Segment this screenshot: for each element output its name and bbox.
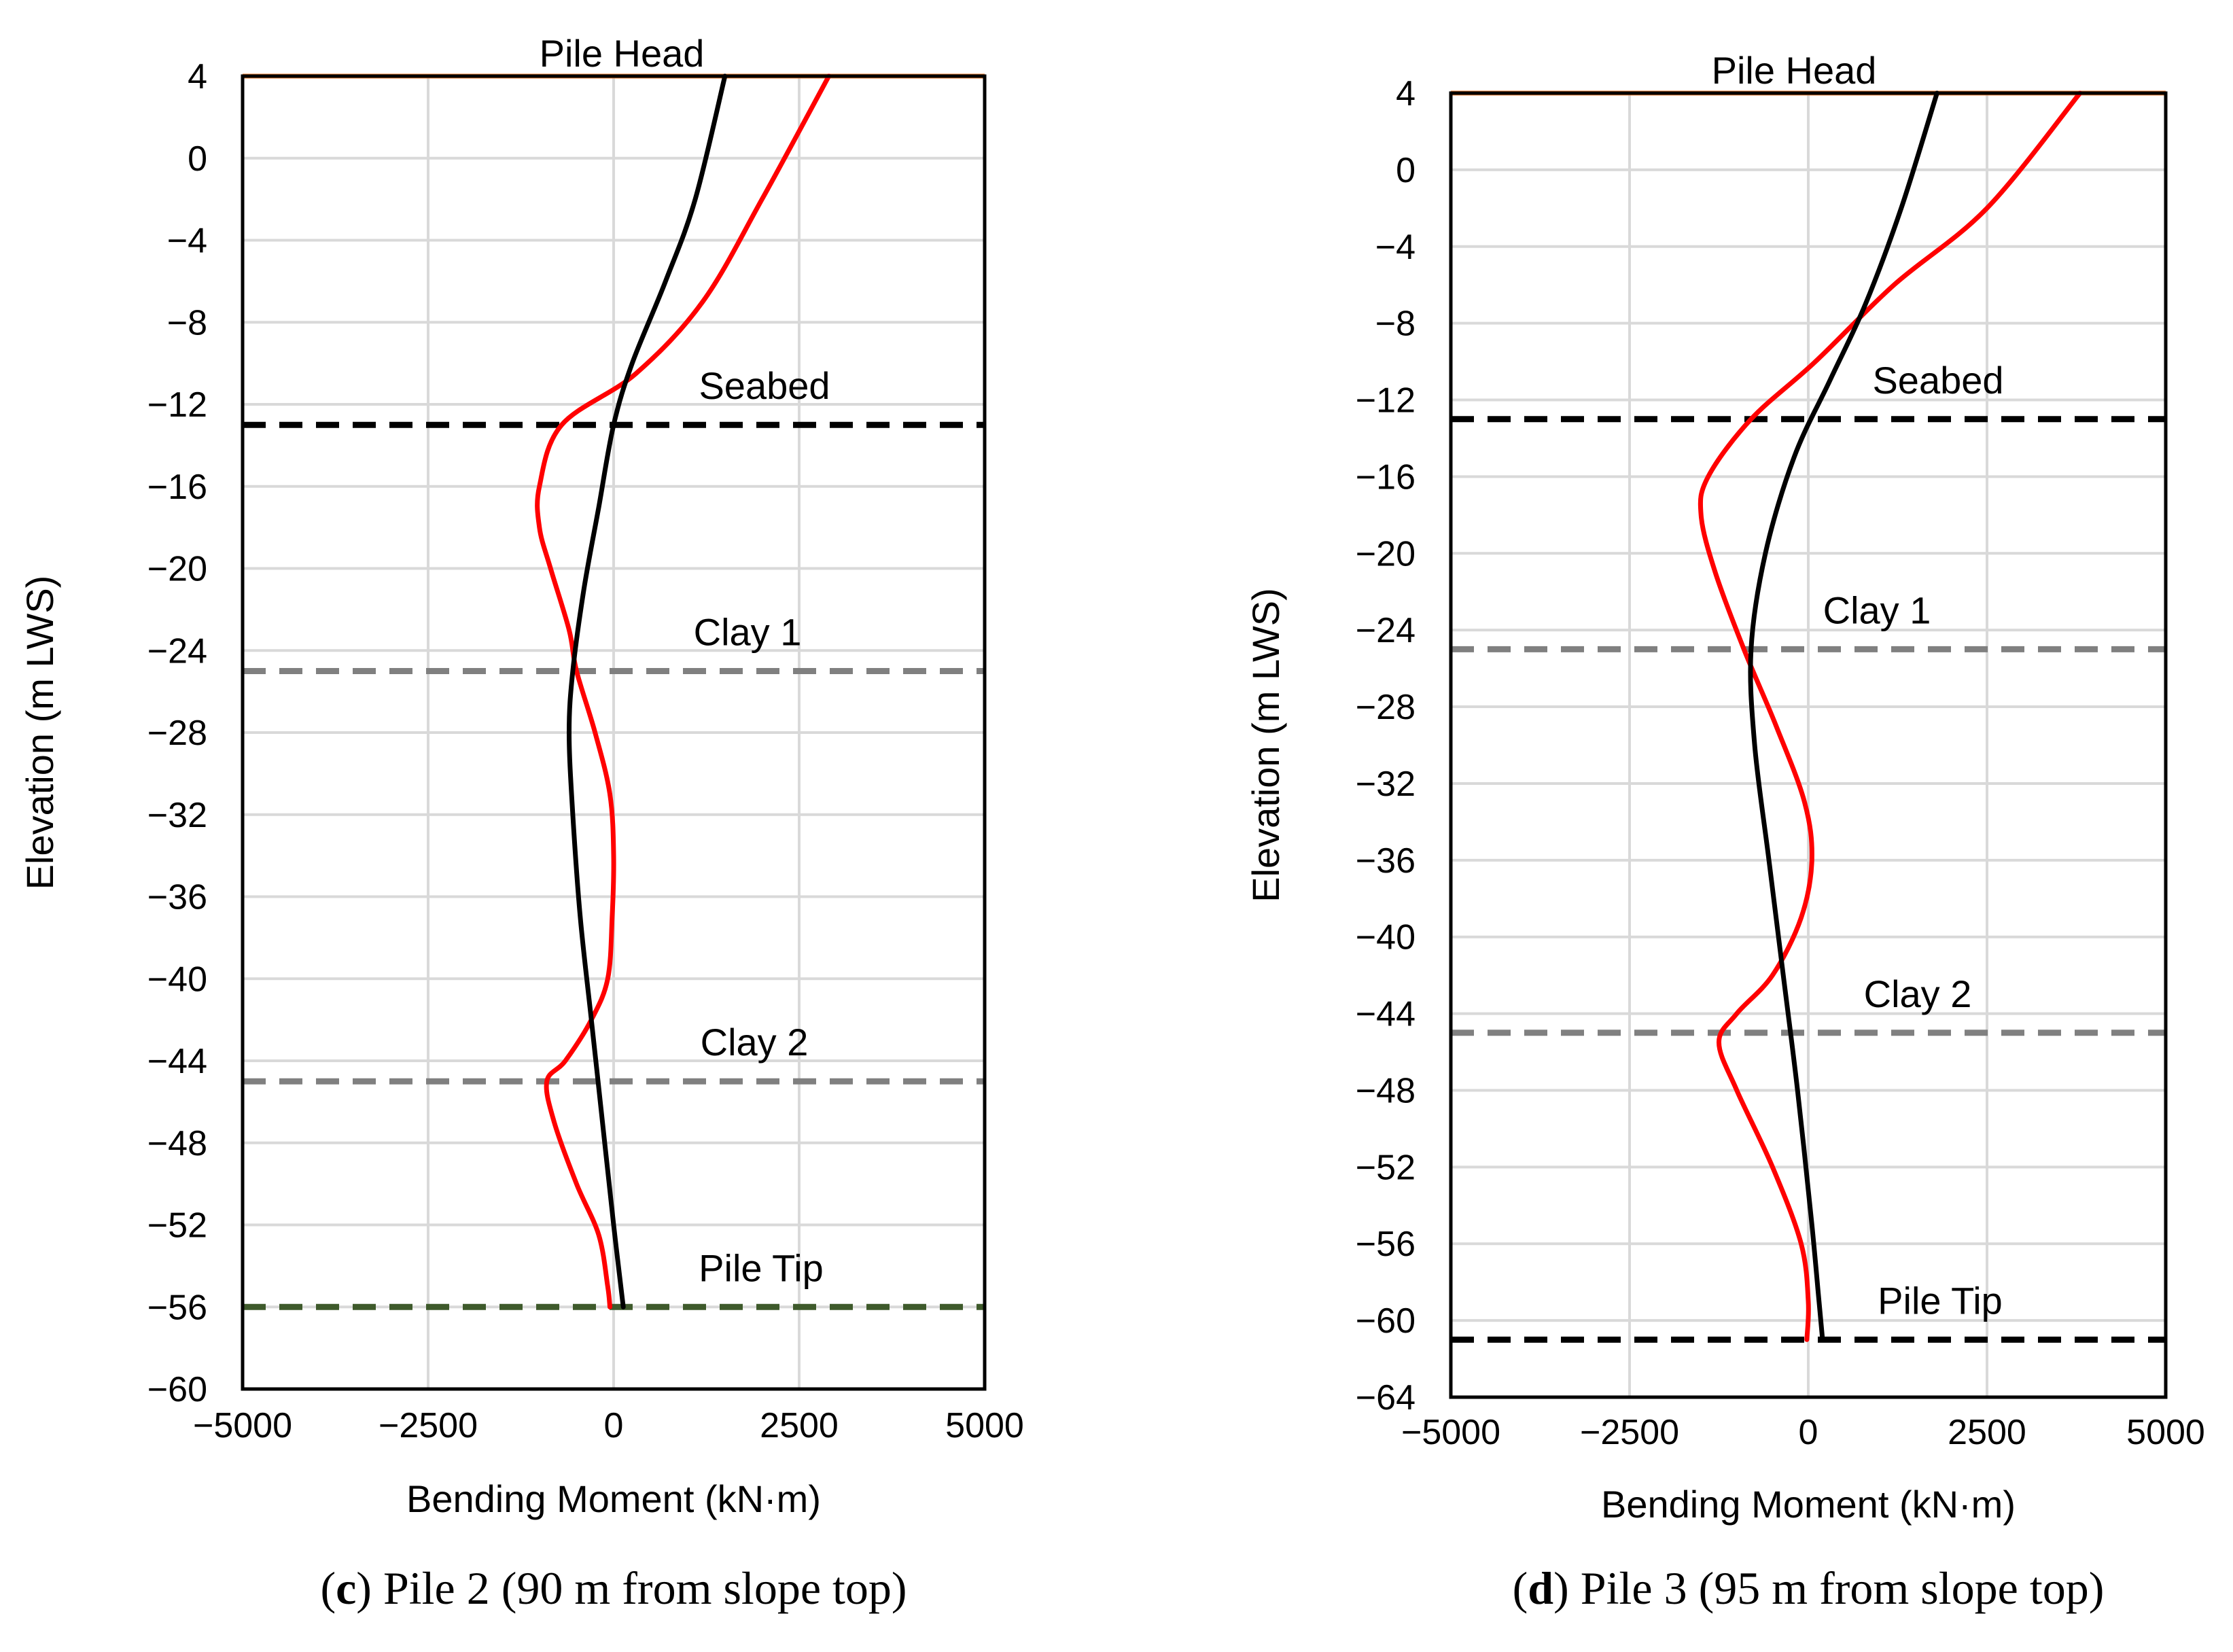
panel-c-plot-frame: [241, 74, 987, 1391]
panel-c-series-red-curve: [535, 73, 832, 1310]
panel-d-y-tick-label: −28: [1356, 688, 1416, 727]
panel-d-y-tick-label: 4: [1396, 74, 1416, 113]
panel-d-caption: (d) Pile 3 (95 m from slope top): [1513, 1562, 2105, 1614]
panel-c-caption: (c) Pile 2 (90 m from slope top): [320, 1562, 907, 1614]
panel-d-x-tick-label: −5000: [1401, 1413, 1500, 1452]
panel-c-annotation-pile-tip: Pile Tip: [699, 1246, 824, 1289]
panel-c-y-tick-label: −40: [147, 960, 207, 999]
panel-c-gridlines: [241, 75, 986, 1390]
panel-d-annotation-clay-1: Clay 1: [1823, 588, 1931, 631]
panel-c-x-tick-label: −5000: [193, 1406, 292, 1445]
panel-d-y-tick-label: −44: [1356, 995, 1416, 1034]
panel-c-y-tick-label: −4: [167, 222, 207, 261]
panel-c-x-axis-title: Bending Moment (kN·m): [406, 1477, 821, 1520]
panel-d-y-tick-label: −56: [1356, 1225, 1416, 1264]
panel-d-series-red-curve: [1698, 90, 2083, 1342]
panel-d-annotation-pile-tip: Pile Tip: [1878, 1279, 2003, 1322]
panel-c-y-tick-label: −8: [167, 303, 207, 342]
panel-c-y-tick-label: 0: [188, 139, 207, 179]
panel-c-y-tick-label: −32: [147, 796, 207, 835]
panel-c-x-tick-label: 5000: [945, 1406, 1024, 1445]
panel-d-y-tick-label: −36: [1356, 841, 1416, 881]
panel-d-y-tick-labels: 4 0 −4 −8 −12 −16 −20 −24 −28 −32 −36 −40 −44 −48 −52 −…: [1356, 74, 1416, 1418]
panel-c-x-tick-labels: −5000 −2500 0 2500 5000: [193, 1406, 1024, 1445]
panel-d-y-tick-label: −48: [1356, 1071, 1416, 1110]
panel-d-caption-text: Pile 3 (95 m from slope top): [1581, 1562, 2105, 1614]
panel-d-y-tick-label: −16: [1356, 457, 1416, 497]
panel-c-caption-close-paren: ): [356, 1562, 383, 1614]
panel-c-y-tick-label: −28: [147, 714, 207, 753]
panel-c-y-tick-label: 4: [188, 57, 207, 96]
panel-c-annotation-clay-1: Clay 1: [694, 610, 802, 653]
panel-d-plot-frame: [1449, 91, 2168, 1399]
panel-d-x-tick-label: −2500: [1580, 1413, 1679, 1452]
panel-d-x-tick-label: 0: [1799, 1413, 1818, 1452]
panel-c-x-tick-label: −2500: [379, 1406, 478, 1445]
panel-c-y-tick-label: −48: [147, 1124, 207, 1163]
panel-d-bending-moment-chart: Pile Head Seabed Clay 1 Clay 2 Pile Tip 4 0 −4 −…: [1244, 49, 2205, 1614]
panel-c-annotation-seabed: Seabed: [699, 364, 830, 407]
panel-c-y-tick-label: −12: [147, 385, 207, 425]
panel-d-x-axis-title: Bending Moment (kN·m): [1601, 1483, 2016, 1526]
panel-d-series-black-curve: [1748, 90, 1939, 1342]
panel-d-y-tick-label: −24: [1356, 611, 1416, 650]
panel-d-x-tick-label: 5000: [2126, 1413, 2205, 1452]
panel-c-y-tick-label: −36: [147, 878, 207, 917]
panel-d-y-tick-label: −40: [1356, 918, 1416, 957]
panel-c-y-tick-label: −16: [147, 468, 207, 507]
panel-d-caption-close-paren: ): [1553, 1562, 1581, 1614]
panel-c-annotation-clay-2: Clay 2: [701, 1021, 809, 1064]
panel-c-x-tick-label: 0: [604, 1406, 624, 1445]
panel-d-y-tick-label: −32: [1356, 765, 1416, 804]
panel-c-annotation-pile-head: Pile Head: [540, 32, 705, 75]
panel-c-y-tick-label: −60: [147, 1370, 207, 1409]
panel-c-y-axis-title: Elevation (m LWS): [18, 576, 61, 890]
panel-c-y-tick-labels: 4 0 −4 −8 −12 −16 −20 −24 −28 −32 −36 −40 −44 −48 −52 −…: [147, 57, 207, 1409]
panel-c-y-tick-label: −20: [147, 550, 207, 589]
panel-d-caption-letter: d: [1528, 1562, 1553, 1614]
panel-d-caption-open-paren: (: [1513, 1562, 1528, 1614]
panel-d-y-tick-label: −20: [1356, 534, 1416, 574]
panel-c-y-tick-label: −56: [147, 1288, 207, 1327]
panel-d-y-tick-label: −60: [1356, 1301, 1416, 1341]
panel-d-reference-lines: Pile Head Seabed Clay 1 Clay 2 Pile Tip: [1451, 49, 2166, 1343]
panel-c-caption-letter: c: [336, 1562, 356, 1614]
panel-c-bending-moment-chart: Pile Head Seabed Clay 1 Clay 2 Pile Tip 4 0 −4 −…: [18, 32, 1024, 1614]
panel-d-y-tick-label: −12: [1356, 381, 1416, 421]
panel-d-annotation-pile-head: Pile Head: [1712, 49, 1877, 92]
panel-d-y-tick-label: −8: [1375, 304, 1416, 344]
panel-c-series-black-curve: [567, 73, 728, 1310]
panel-d-y-axis-title: Elevation (m LWS): [1244, 588, 1287, 902]
panel-d-annotation-clay-2: Clay 2: [1864, 972, 1972, 1015]
panel-c-x-tick-label: 2500: [760, 1406, 839, 1445]
panel-c-caption-text: Pile 2 (90 m from slope top): [383, 1562, 907, 1614]
panel-d-y-tick-label: −64: [1356, 1378, 1416, 1418]
panel-c-y-tick-label: −52: [147, 1206, 207, 1246]
panel-c-caption-open-paren: (: [320, 1562, 336, 1614]
panel-d-series: [1698, 90, 2083, 1342]
panel-d-y-tick-label: −4: [1375, 228, 1416, 267]
panel-c-y-tick-label: −44: [147, 1042, 207, 1081]
panel-d-y-tick-label: 0: [1396, 151, 1416, 190]
panel-c-y-tick-label: −24: [147, 631, 207, 671]
panel-d-y-tick-label: −52: [1356, 1148, 1416, 1187]
panel-d-x-tick-label: 2500: [1948, 1413, 2026, 1452]
panel-c-series: [535, 73, 832, 1310]
panel-d-x-tick-labels: −5000 −2500 0 2500 5000: [1401, 1413, 2205, 1452]
panel-d-annotation-seabed: Seabed: [1872, 359, 2003, 402]
